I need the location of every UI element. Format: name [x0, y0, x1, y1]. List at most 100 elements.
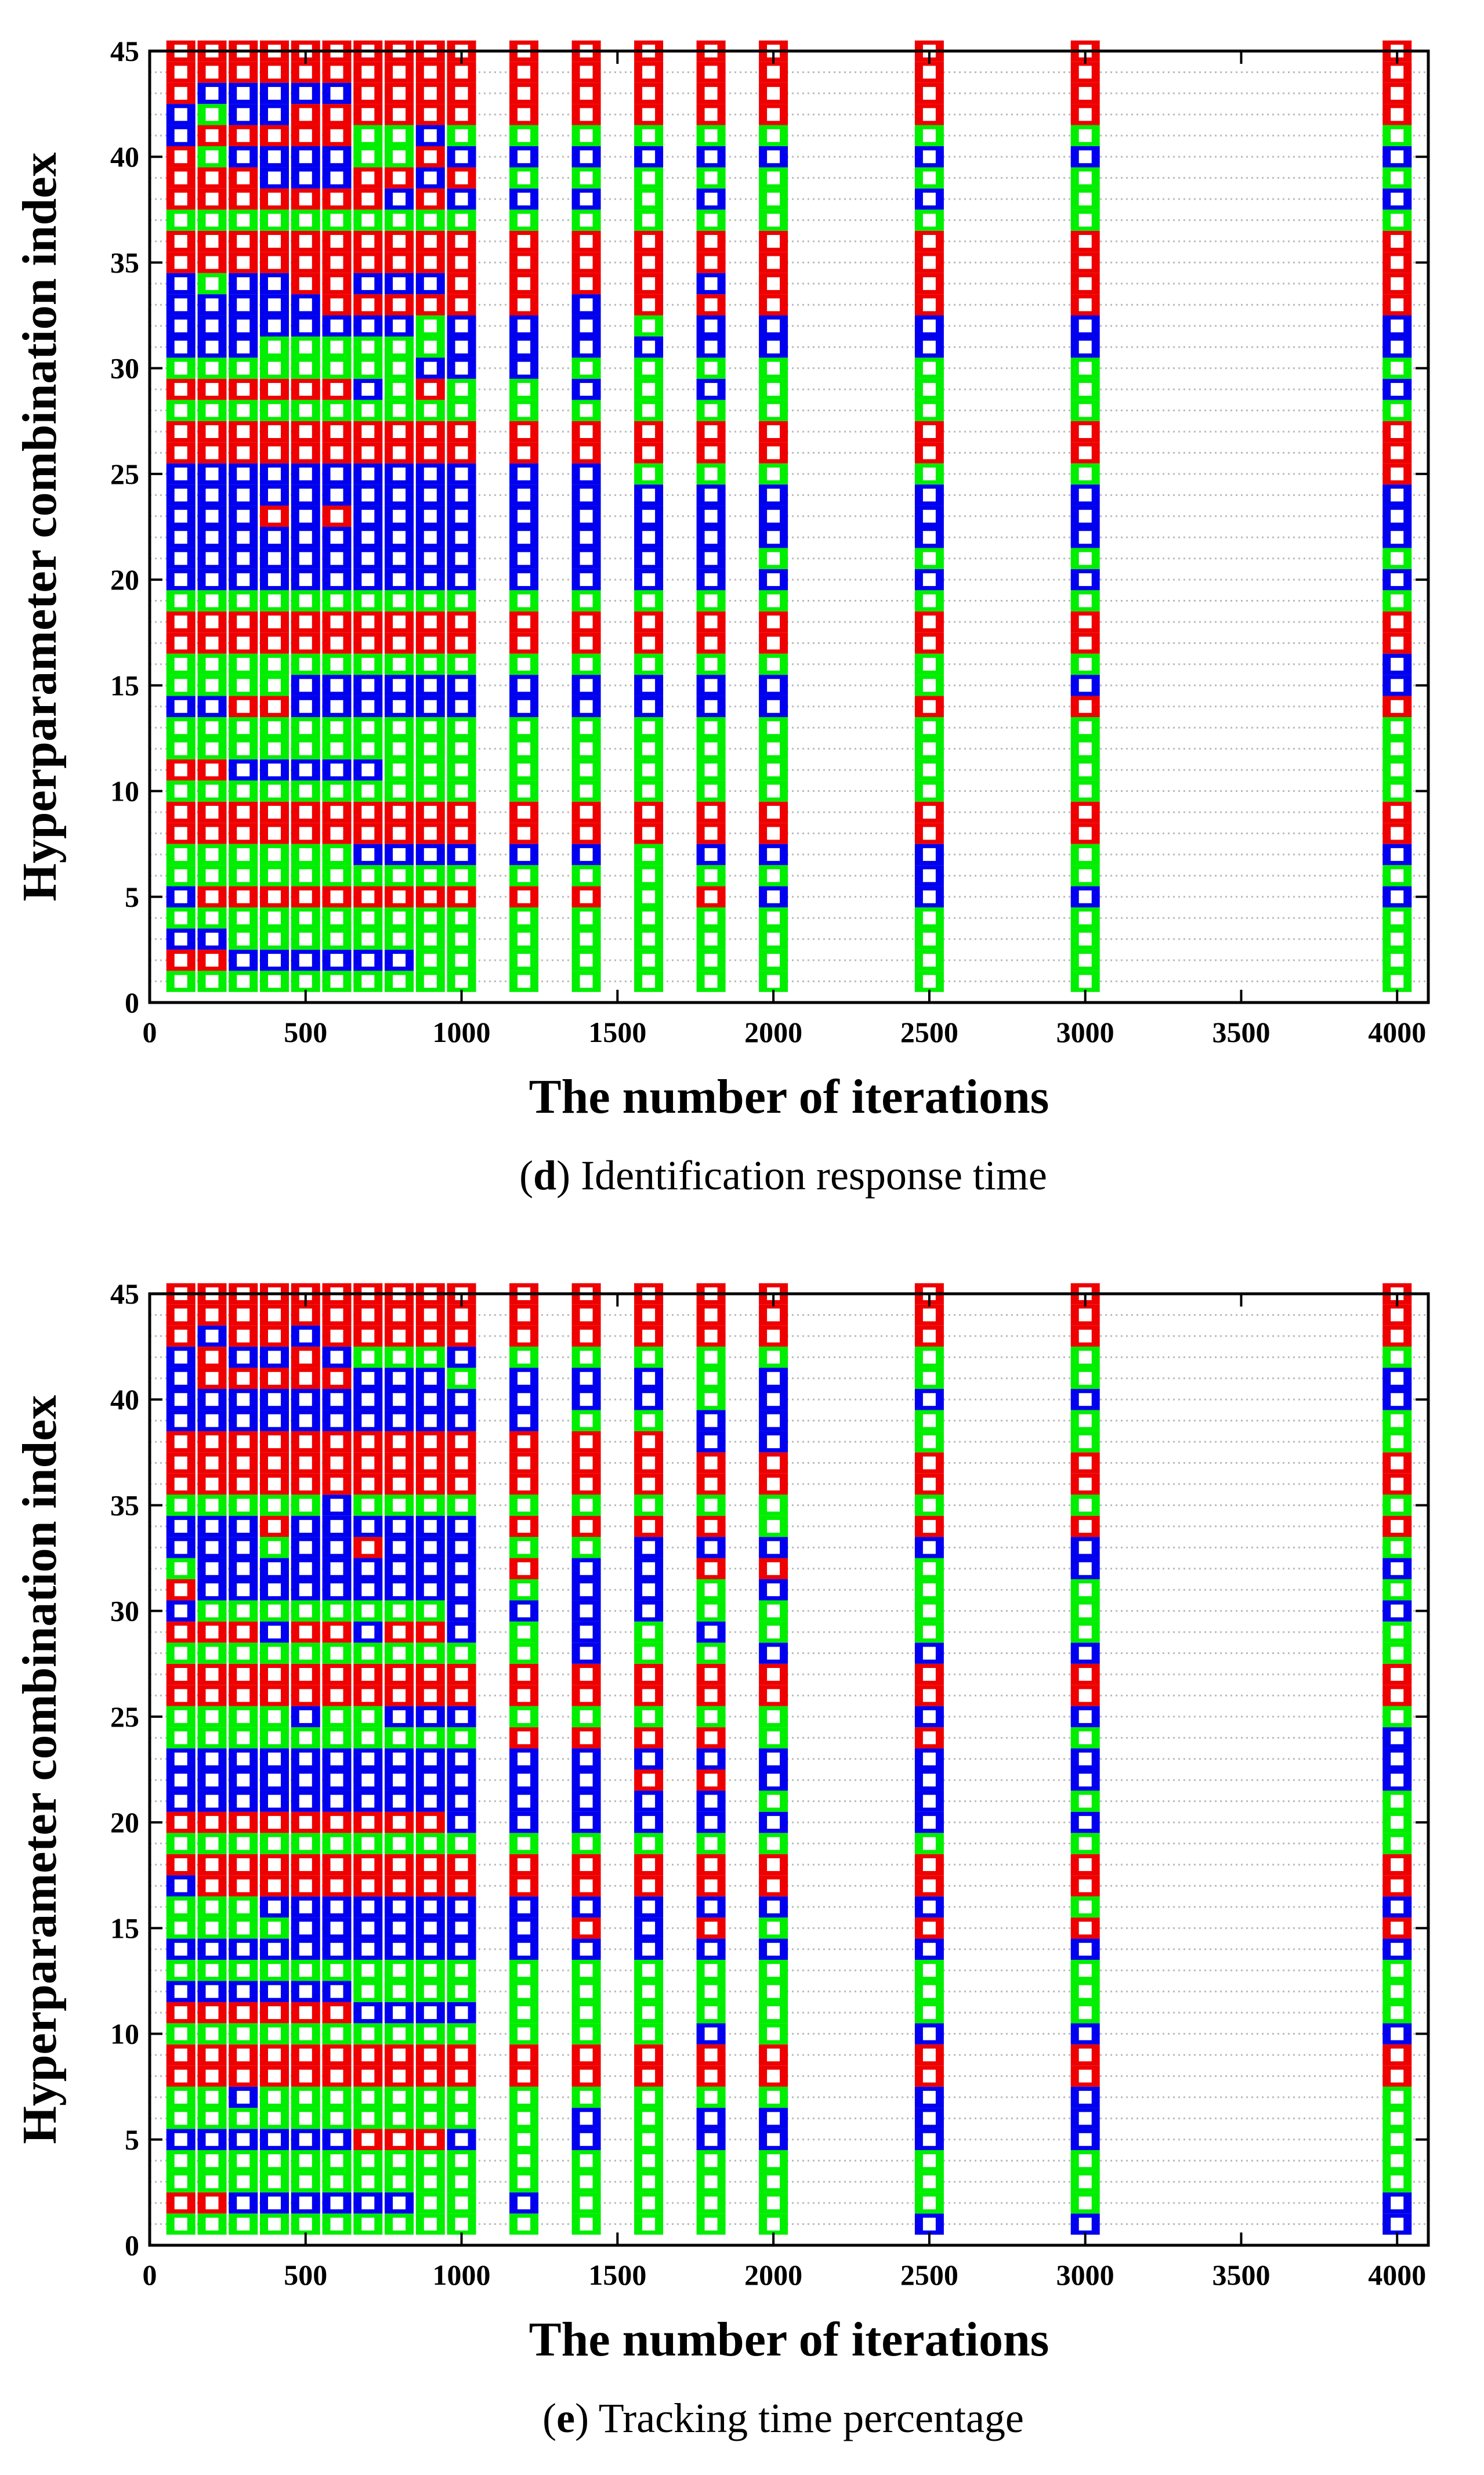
- cell-marker: [237, 509, 250, 523]
- cell-marker: [642, 721, 656, 734]
- cell-marker: [268, 1308, 281, 1322]
- cell-marker: [642, 1900, 656, 1913]
- cell-marker: [330, 764, 343, 777]
- cell-marker: [767, 1414, 780, 1427]
- cell-marker: [299, 341, 312, 354]
- cell-marker: [393, 86, 406, 100]
- cell-marker: [205, 404, 219, 417]
- cell-marker: [1391, 911, 1404, 925]
- cell-marker: [1078, 700, 1092, 713]
- cell-marker: [361, 2175, 375, 2188]
- cell-marker: [205, 361, 219, 375]
- cell-marker: [237, 256, 250, 269]
- cell-marker: [455, 616, 468, 628]
- cell-marker: [174, 2175, 187, 2188]
- cell-marker: [424, 848, 437, 861]
- cell-marker: [268, 2133, 281, 2146]
- cell-marker: [330, 616, 343, 628]
- cell-marker: [580, 425, 593, 438]
- cell-marker: [361, 2006, 375, 2020]
- cell-marker: [299, 1393, 312, 1406]
- cell-marker: [174, 467, 187, 480]
- cell-marker: [393, 911, 406, 925]
- cell-marker: [205, 171, 219, 184]
- cell-marker: [1391, 2133, 1404, 2146]
- cell-marker: [580, 1922, 593, 1935]
- cell-marker: [330, 1879, 343, 1893]
- cell-marker: [361, 1604, 375, 1618]
- cell-marker: [922, 954, 936, 967]
- cell-marker: [922, 150, 936, 164]
- cell-marker: [174, 616, 187, 628]
- cell-marker: [517, 1372, 531, 1385]
- cell-marker: [1391, 2112, 1404, 2125]
- cell-marker: [299, 1816, 312, 1829]
- cell-marker: [455, 1372, 468, 1385]
- cell-marker: [205, 531, 219, 544]
- cell-marker: [393, 1414, 406, 1427]
- cell-marker: [1391, 341, 1404, 354]
- cell-marker: [205, 108, 219, 121]
- cell-marker: [642, 129, 656, 142]
- cell-marker: [922, 1562, 936, 1575]
- cell-marker: [1391, 616, 1404, 628]
- cell-marker: [704, 932, 718, 946]
- cell-marker: [922, 1519, 936, 1533]
- cell-marker: [361, 1435, 375, 1449]
- cell-marker: [237, 1435, 250, 1449]
- cell-marker: [517, 2133, 531, 2146]
- y-tick-label: 5: [125, 881, 139, 913]
- cell-marker: [393, 806, 406, 819]
- cell-marker: [330, 319, 343, 332]
- cell-marker: [517, 2069, 531, 2083]
- cell-marker: [174, 1837, 187, 1850]
- cell-marker: [424, 806, 437, 819]
- cell-marker: [1391, 1562, 1404, 1575]
- cell-marker: [268, 1583, 281, 1597]
- cell-marker: [393, 764, 406, 777]
- cell-marker: [268, 2197, 281, 2210]
- y-tick-label: 0: [125, 986, 139, 1019]
- cell-marker: [580, 1858, 593, 1871]
- cell-marker: [1391, 573, 1404, 587]
- cell-marker: [361, 1414, 375, 1427]
- cell-marker: [361, 1626, 375, 1639]
- cell-marker: [455, 1900, 468, 1913]
- cell-marker: [580, 1499, 593, 1512]
- cell-marker: [642, 150, 656, 164]
- cell-marker: [268, 2006, 281, 2020]
- x-tick-label: 2000: [744, 2259, 802, 2291]
- cell-marker: [580, 742, 593, 755]
- cell-marker: [205, 2027, 219, 2040]
- cell-marker: [393, 1562, 406, 1575]
- cell-marker: [393, 1689, 406, 1702]
- cell-marker: [299, 2154, 312, 2168]
- cell-marker: [455, 1837, 468, 1850]
- cell-marker: [1078, 256, 1092, 269]
- cell-marker: [393, 1583, 406, 1597]
- cell-marker: [580, 573, 593, 587]
- cell-marker: [1391, 129, 1404, 142]
- cell-marker: [1391, 298, 1404, 312]
- cell-marker: [517, 235, 531, 248]
- cell-marker: [922, 573, 936, 587]
- cell-marker: [268, 552, 281, 565]
- cell-marker: [704, 108, 718, 121]
- cell-marker: [424, 636, 437, 650]
- cell-marker: [174, 2217, 187, 2231]
- cell-marker: [1391, 2027, 1404, 2040]
- cell-marker: [517, 1710, 531, 1723]
- cell-marker: [767, 975, 780, 988]
- cell-marker: [642, 1499, 656, 1512]
- cell-marker: [1391, 2154, 1404, 2168]
- x-tick-label: 1500: [588, 1016, 646, 1048]
- cell-marker: [517, 657, 531, 671]
- cell-marker: [268, 1794, 281, 1808]
- cell-marker: [455, 1541, 468, 1554]
- cell-marker: [299, 404, 312, 417]
- cell-marker: [517, 764, 531, 777]
- cell-marker: [1391, 256, 1404, 269]
- cell-marker: [922, 489, 936, 502]
- cell-marker: [361, 1668, 375, 1681]
- cell-marker: [299, 700, 312, 713]
